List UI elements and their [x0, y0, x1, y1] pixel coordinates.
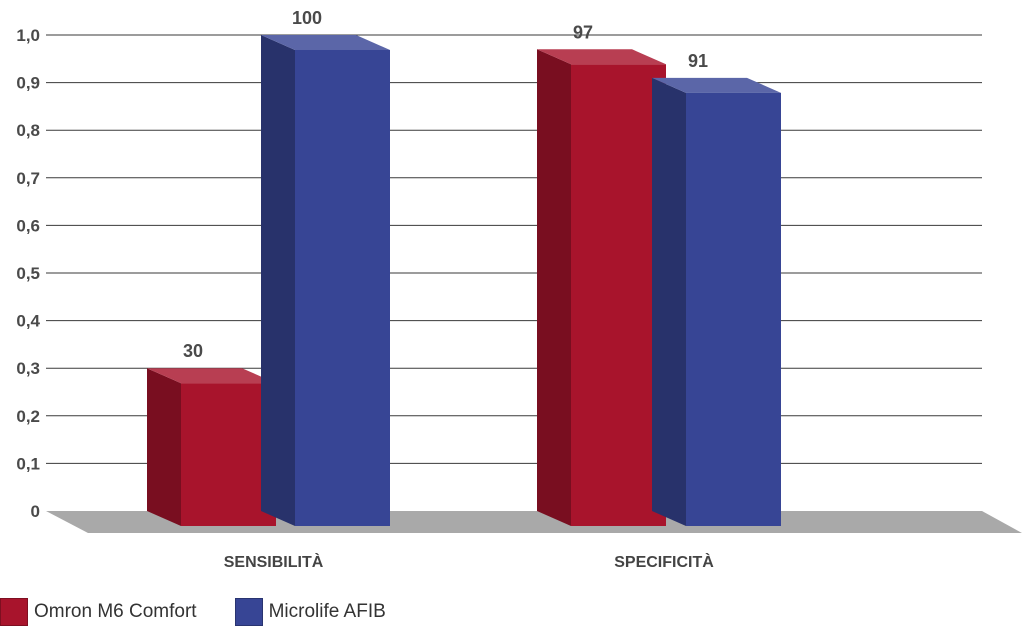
legend-label-microlife: Microlife AFIB [268, 601, 386, 622]
y-tick-label: 0,7 [16, 169, 40, 188]
y-tick-label: 1,0 [16, 26, 40, 45]
bar-top [537, 49, 666, 65]
category-label: SPECIFICITÀ [614, 552, 714, 571]
legend-label-omron: Omron M6 Comfort [34, 601, 197, 622]
y-tick-label: 0,3 [16, 359, 40, 378]
bar-top [147, 368, 276, 384]
bar-top [652, 77, 781, 93]
bar-chart: 0 0,1 0,2 0,3 0,4 0,5 0,6 0,7 0,8 0,9 1,0 30 100 SENS… [16, 8, 1022, 571]
legend: Omron M6 Comfort Microlife AFIB [0, 592, 424, 632]
y-tick-label: 0,9 [16, 74, 40, 93]
bar [686, 92, 781, 526]
bar-side [652, 77, 686, 526]
bar-side [537, 49, 571, 526]
data-label: 30 [183, 341, 203, 361]
bar [571, 64, 666, 526]
data-label: 91 [688, 51, 708, 71]
bar-top [261, 35, 390, 50]
legend-swatch-omron [0, 598, 28, 626]
y-tick-label: 0,4 [16, 312, 40, 331]
y-tick-label: 0,2 [16, 407, 40, 426]
bar-side [261, 35, 295, 526]
legend-item-microlife: Microlife AFIB [234, 598, 386, 626]
legend-item-omron: Omron M6 Comfort [0, 598, 197, 626]
y-tick-label: 0,1 [16, 454, 40, 473]
bar [181, 383, 276, 526]
y-tick-label: 0,8 [16, 121, 40, 140]
legend-swatch-microlife [234, 598, 263, 626]
bar-side [147, 368, 181, 526]
data-label: 100 [292, 8, 322, 28]
y-tick-label: 0,5 [16, 264, 40, 283]
y-tick-label: 0,6 [16, 216, 40, 235]
category-label: SENSIBILITÀ [224, 552, 324, 571]
y-tick-label: 0 [31, 502, 40, 521]
bar [295, 50, 390, 526]
data-label: 97 [573, 22, 593, 42]
